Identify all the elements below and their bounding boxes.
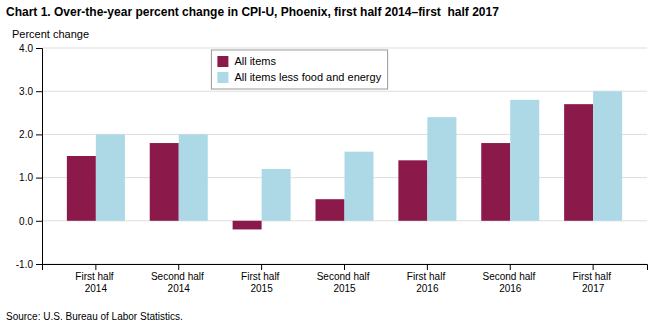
x-tick-label: Second half 2014 xyxy=(151,271,207,294)
bar xyxy=(150,143,179,221)
y-tick-label: -1.0 xyxy=(16,259,34,270)
x-tick-mark xyxy=(510,264,511,270)
y-axis-label: Percent change xyxy=(12,28,89,40)
chart: Chart 1. Over-the-year percent change in… xyxy=(0,0,659,326)
y-tick-mark xyxy=(36,91,42,92)
bar xyxy=(481,143,510,221)
plot: -1.0 0.0 1.0 2.0 3.0 4.0 First half 2014 Second… xyxy=(16,43,648,294)
grid-line xyxy=(42,134,647,135)
x-tick: Second half 2015 xyxy=(317,264,373,294)
y-tick-label: 2.0 xyxy=(19,129,33,140)
y-tick: 4.0 xyxy=(19,43,42,54)
x-tick-label: First half 2015 xyxy=(241,271,282,294)
bar xyxy=(96,134,125,220)
grid-line xyxy=(42,48,647,49)
title: Chart 1. Over-the-year percent change in… xyxy=(6,5,499,19)
x-tick: First half 2017 xyxy=(573,264,614,294)
y-tick: 3.0 xyxy=(19,86,42,97)
legend-label: All items less food and energy xyxy=(234,71,381,83)
x-tick-label: First half 2016 xyxy=(407,271,448,294)
y-tick-label: 3.0 xyxy=(19,86,33,97)
x-tick-label: First half 2017 xyxy=(573,271,614,294)
bar xyxy=(398,160,427,220)
annotation: Source: U.S. Bureau of Labor Statistics. xyxy=(6,311,183,322)
bar xyxy=(427,117,456,221)
y-tick-label: 1.0 xyxy=(19,172,33,183)
x-tick-mark xyxy=(427,264,428,270)
y-axis-line xyxy=(36,49,43,265)
y-tick-mark xyxy=(36,178,42,179)
x-axis: First half 2014 Second half 2014 First hal… xyxy=(43,264,648,294)
bar xyxy=(67,156,96,221)
y-tick-label: 0.0 xyxy=(19,216,33,227)
y-tick-mark xyxy=(36,221,42,222)
bar xyxy=(564,104,593,221)
bar xyxy=(345,152,374,221)
legend-box xyxy=(211,50,387,89)
grid-line xyxy=(42,91,647,92)
grid xyxy=(42,48,647,264)
x-tick: First half 2015 xyxy=(241,264,282,294)
bar xyxy=(179,134,208,220)
x-axis-line xyxy=(43,265,648,271)
y-tick-mark xyxy=(36,134,42,135)
bar xyxy=(510,100,539,221)
x-tick-label: First half 2014 xyxy=(75,271,116,294)
x-tick-label: Second half 2016 xyxy=(482,271,538,294)
y-tick: -1.0 xyxy=(16,259,42,270)
legend-item: All items xyxy=(217,55,276,67)
bar xyxy=(262,169,291,221)
x-tick: Second half 2014 xyxy=(151,264,207,294)
y-tick-mark xyxy=(36,264,42,265)
x-tick: First half 2016 xyxy=(407,264,448,294)
x-tick-mark xyxy=(344,264,345,270)
bar-series xyxy=(96,91,622,221)
x-tick-mark xyxy=(95,264,96,270)
bars xyxy=(67,91,622,229)
x-tick-mark xyxy=(593,264,594,270)
legend-swatch xyxy=(217,72,228,83)
legend-item: All items less food and energy xyxy=(217,71,381,83)
y-tick: 0.0 xyxy=(19,216,42,227)
x-tick: First half 2014 xyxy=(75,264,116,294)
y-axis: -1.0 0.0 1.0 2.0 3.0 4.0 xyxy=(16,43,43,270)
x-tick-mark xyxy=(178,264,179,270)
y-tick-mark xyxy=(36,48,42,49)
x-tick-label: Second half 2015 xyxy=(317,271,373,294)
legend: All items All items less food and energy xyxy=(211,50,387,89)
x-tick: Second half 2016 xyxy=(482,264,538,294)
x-tick-mark xyxy=(261,264,262,270)
legend-swatch xyxy=(217,56,228,67)
y-tick: 2.0 xyxy=(19,129,42,140)
legend-label: All items xyxy=(234,55,276,67)
y-tick-label: 4.0 xyxy=(19,43,33,54)
bar xyxy=(315,199,344,221)
bar xyxy=(233,221,262,230)
y-tick: 1.0 xyxy=(19,172,42,183)
bar xyxy=(593,91,622,221)
